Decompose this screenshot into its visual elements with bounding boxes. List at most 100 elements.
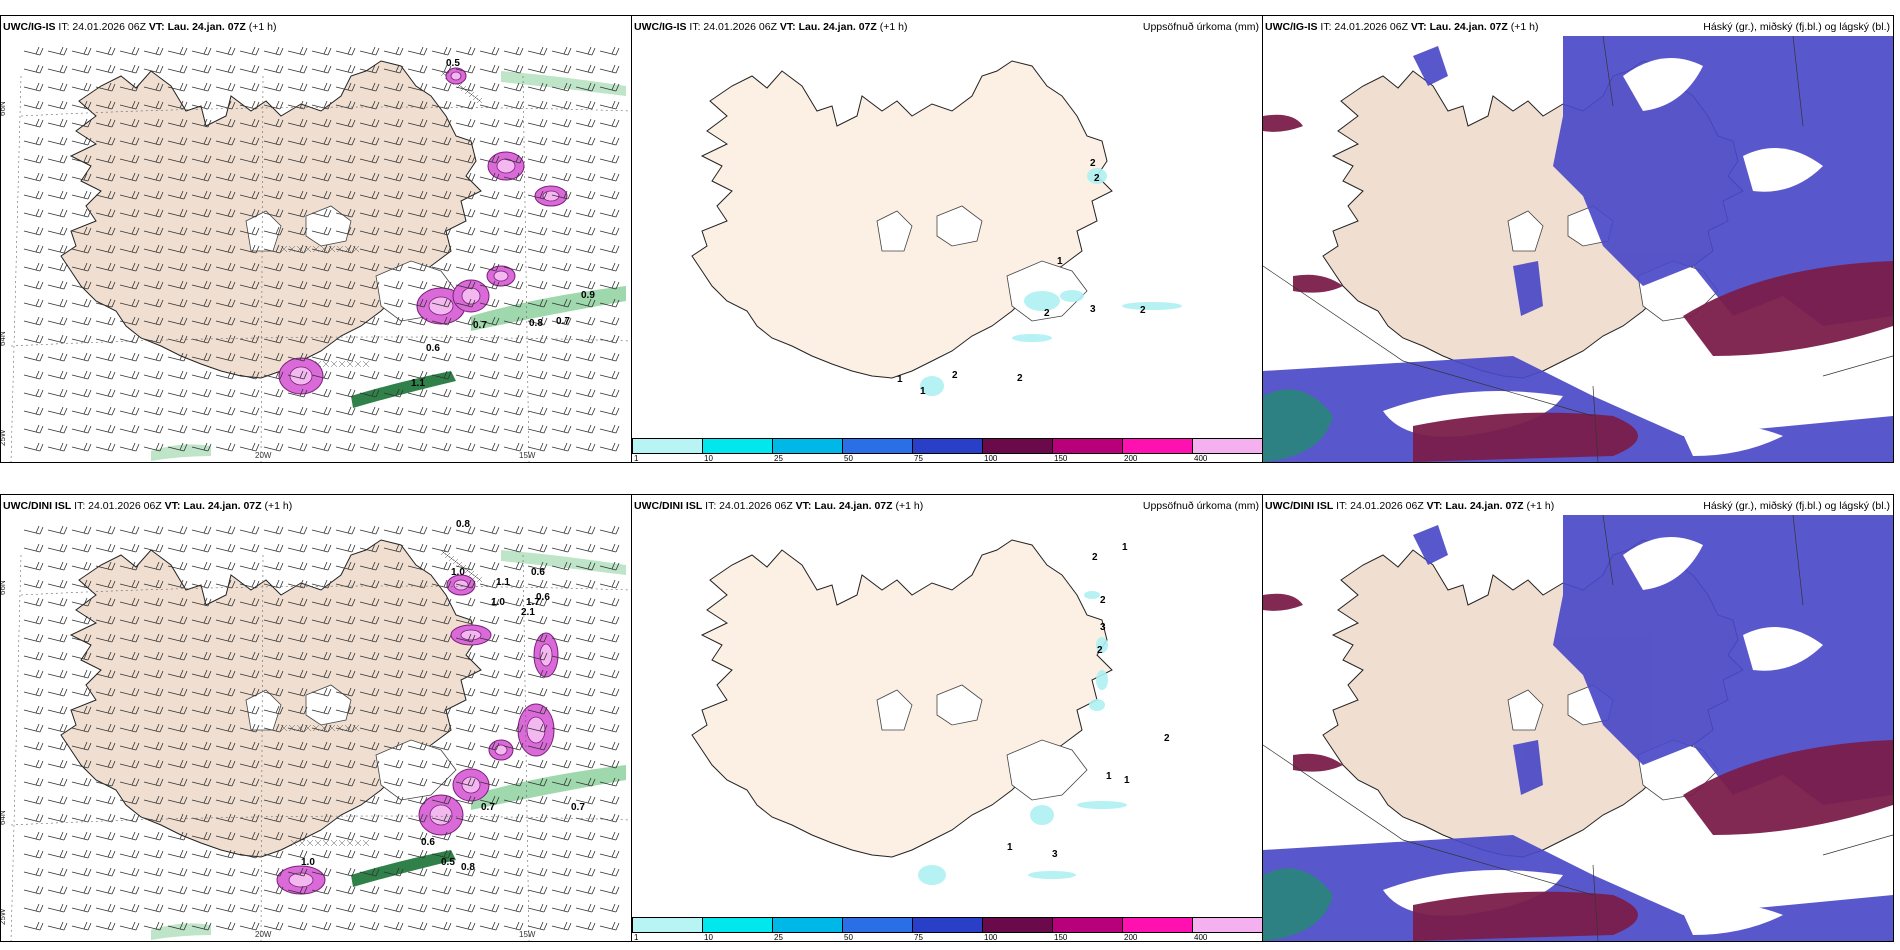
- cloud-panel-row1: UWC/IG-IS IT: 24.01.2026 06Z VT: Lau. 24…: [1262, 15, 1894, 463]
- precip-value-label: 2: [1140, 305, 1146, 316]
- colorbar-tick: 150: [1054, 454, 1068, 463]
- precip-value-label: 0.5: [446, 58, 460, 69]
- precip-value-label: 1.0: [451, 567, 465, 578]
- precip-value-label: 1: [1007, 842, 1013, 853]
- colorbar-tick: 10: [704, 454, 713, 463]
- precip-value-label: 2: [1092, 552, 1098, 563]
- colorbar-swatch: [1052, 438, 1123, 454]
- precip-value-label: 0.9: [581, 290, 595, 301]
- precip-value-label: 3: [1100, 622, 1106, 633]
- colorbar-tick: 200: [1124, 454, 1138, 463]
- colorbar-tick: 75: [914, 454, 923, 463]
- panel-title: UWC/IG-IS IT: 24.01.2026 06Z VT: Lau. 24…: [3, 21, 277, 33]
- panel-title: UWC/IG-IS IT: 24.01.2026 06Z VT: Lau. 24…: [634, 21, 908, 33]
- cloud-map-row2: [1263, 514, 1893, 941]
- accum-precip-panel-row1: UWC/IG-IS IT: 24.01.2026 06Z VT: Lau. 24…: [631, 15, 1263, 463]
- precip-value-label: 0.7: [556, 316, 570, 327]
- colorbar-tick: 25: [774, 933, 783, 942]
- precip-value-label: 1.1: [496, 577, 510, 588]
- lon-label: 25W: [1, 429, 7, 446]
- precip-value-label: 3: [1052, 849, 1058, 860]
- precip-value-label: 1: [1057, 256, 1063, 267]
- colorbar-swatch: [842, 438, 913, 454]
- colorbar-tick: 100: [984, 933, 998, 942]
- precip-value-label: 1: [897, 374, 903, 385]
- precip-value-label: 1: [1106, 771, 1112, 782]
- precip-value-label: 0.6: [536, 592, 550, 603]
- lon-label: 15W: [519, 930, 536, 939]
- wind-precip-panel-row2: UWC/DINI ISL IT: 24.01.2026 06Z VT: Lau.…: [0, 494, 632, 942]
- precip-value-label: 2: [1100, 595, 1106, 606]
- precip-value-label: 2: [1097, 645, 1103, 656]
- lat-label: 64N: [1, 810, 7, 825]
- lon-label: 20W: [255, 930, 272, 939]
- colorbar-tick: 50: [844, 454, 853, 463]
- lat-label: 66N: [1, 101, 7, 116]
- precip-value-label: 2: [1044, 308, 1050, 319]
- colorbar-tick: 1: [634, 933, 639, 942]
- colorbar-tick: 10: [704, 933, 713, 942]
- precip-colorbar: 1 10 25 50 75 100 150 200 400: [632, 436, 1262, 462]
- colorbar-swatch: [702, 917, 773, 933]
- precip-value-label: 2.1: [521, 607, 535, 618]
- precip-legend-title: Uppsöfnuð úrkoma (mm): [1142, 21, 1259, 33]
- wind-map-row1: 66N 64N 25W 20W 15W 0.5 0.9 0.8 0.7 0.7 0.6 1.1: [1, 46, 631, 462]
- precip-value-label: 0.8: [529, 318, 543, 329]
- colorbar-tick: 1: [634, 454, 639, 463]
- lon-label: 25W: [1, 908, 7, 925]
- precip-value-label: 0.7: [481, 802, 495, 813]
- precip-value-label: 0.7: [571, 802, 585, 813]
- precip-value-label: 0.6: [531, 567, 545, 578]
- cloud-map-row1: [1263, 35, 1893, 462]
- precip-map-row1: 2 2 1 2 3 2 2 1 1 2: [691, 60, 1182, 397]
- wind-precip-panel-row1: UWC/IG-IS IT: 24.01.2026 06Z VT: Lau. 24…: [0, 15, 632, 463]
- panel-title: UWC/DINI ISL IT: 24.01.2026 06Z VT: Lau.…: [3, 500, 293, 512]
- panel-title: UWC/DINI ISL IT: 24.01.2026 06Z VT: Lau.…: [634, 500, 924, 512]
- colorbar-tick: 400: [1194, 933, 1208, 942]
- precip-colorbar: 1 10 25 50 75 100 150 200 400: [632, 915, 1262, 941]
- precip-value-label: 0.5: [441, 857, 455, 868]
- precip-value-label: 1: [1122, 542, 1128, 553]
- precip-legend-title: Uppsöfnuð úrkoma (mm): [1142, 500, 1259, 512]
- lon-label: 15W: [519, 451, 536, 460]
- precip-value-label: 1.7: [526, 597, 540, 608]
- cloud-panel-row2: UWC/DINI ISL IT: 24.01.2026 06Z VT: Lau.…: [1262, 494, 1894, 942]
- colorbar-swatch: [912, 917, 983, 933]
- colorbar-swatch: [772, 917, 843, 933]
- colorbar-tick: 75: [914, 933, 923, 942]
- precip-value-label: 1: [920, 386, 926, 397]
- accum-precip-panel-row2: UWC/DINI ISL IT: 24.01.2026 06Z VT: Lau.…: [631, 494, 1263, 942]
- colorbar-swatch: [1052, 917, 1123, 933]
- colorbar-tick: 150: [1054, 933, 1068, 942]
- colorbar-swatch: [1122, 438, 1193, 454]
- lon-label: 20W: [255, 451, 272, 460]
- colorbar-swatch: [1192, 917, 1262, 933]
- precip-value-label: 0.6: [421, 837, 435, 848]
- precip-value-label: 2: [1017, 373, 1023, 384]
- colorbar-swatch: [702, 438, 773, 454]
- cloud-legend-title: Háský (gr.), miðský (fj.bl.) og lágský (…: [1703, 500, 1890, 512]
- precip-value-label: 0.6: [426, 343, 440, 354]
- lat-label: 66N: [1, 580, 7, 595]
- panel-title: UWC/DINI ISL IT: 24.01.2026 06Z VT: Lau.…: [1265, 500, 1555, 512]
- colorbar-tick: 50: [844, 933, 853, 942]
- lat-label: 64N: [1, 331, 7, 346]
- colorbar-swatch: [982, 438, 1053, 454]
- colorbar-swatch: [912, 438, 983, 454]
- colorbar-swatch: [1192, 438, 1262, 454]
- colorbar-tick: 25: [774, 454, 783, 463]
- precip-value-label: 2: [1090, 158, 1096, 169]
- colorbar-swatch: [982, 917, 1053, 933]
- precip-map-row2: 1 2 2 3 2 2 1 1 1 3: [691, 539, 1170, 885]
- precip-value-label: 2: [1164, 733, 1170, 744]
- colorbar-swatch: [842, 917, 913, 933]
- precip-value-label: 0.8: [461, 862, 475, 873]
- precip-value-label: 0.7: [473, 320, 487, 331]
- colorbar-tick: 400: [1194, 454, 1208, 463]
- colorbar-swatch: [772, 438, 843, 454]
- precip-value-label: 0.8: [456, 519, 470, 530]
- precip-value-label: 1.1: [411, 378, 425, 389]
- colorbar-swatch: [632, 917, 703, 933]
- precip-value-label: 1: [1124, 775, 1130, 786]
